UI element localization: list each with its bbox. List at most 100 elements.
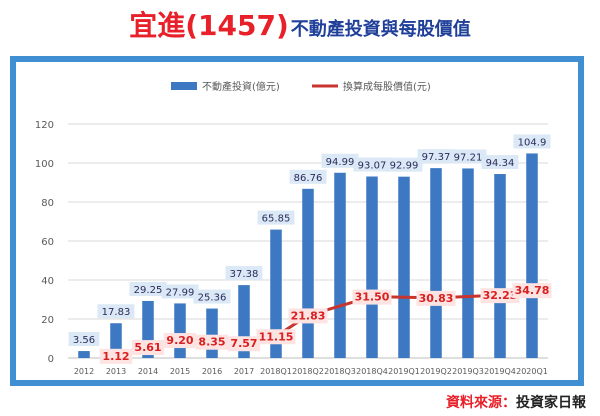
x-tick-label: 2019Q4 xyxy=(484,367,516,376)
bar-label-box xyxy=(481,155,519,170)
bar xyxy=(270,229,282,358)
title-company: 宜進(1457) xyxy=(129,9,289,42)
bar-label-box xyxy=(68,332,100,347)
legend-label-bar: 不動產投資(億元) xyxy=(202,80,280,93)
line-value-label: 32.23 xyxy=(483,289,518,302)
bar-label-box xyxy=(513,134,551,149)
bar-value-label: 37.38 xyxy=(230,269,259,280)
source-value: 投資家日報 xyxy=(516,395,586,411)
line-label-box xyxy=(227,336,261,352)
line-label-box xyxy=(288,308,328,324)
bar-value-label: 25.36 xyxy=(198,293,227,304)
bar xyxy=(462,168,474,358)
source-label: 資料來源： xyxy=(446,395,516,411)
bar-value-label: 94.34 xyxy=(486,158,515,169)
bar-value-label: 65.85 xyxy=(262,214,291,225)
bar-value-label: 104.9 xyxy=(518,137,547,148)
bar xyxy=(110,323,122,358)
bar xyxy=(174,303,186,358)
x-tick-label: 2019Q3 xyxy=(452,367,484,376)
y-tick-label: 20 xyxy=(41,315,54,326)
bar-label-box xyxy=(321,153,359,168)
line-value-label: 31.50 xyxy=(355,291,390,304)
line-label-box xyxy=(195,334,229,350)
bar xyxy=(430,168,442,358)
bar-value-label: 94.99 xyxy=(326,157,355,168)
y-tick-label: 100 xyxy=(35,159,54,170)
x-tick-label: 2016 xyxy=(202,367,222,376)
y-tick-label: 60 xyxy=(41,237,54,248)
line-label-box xyxy=(416,290,456,306)
line-label-box xyxy=(256,329,296,345)
bar-label-box xyxy=(449,149,487,164)
x-tick-label: 2019Q1 xyxy=(388,367,420,376)
bar-value-label: 3.56 xyxy=(73,335,95,346)
bar-label-box xyxy=(97,304,135,319)
bar-label-box xyxy=(417,149,455,164)
bar-value-label: 97.21 xyxy=(454,152,483,163)
legend-label-line: 換算成每股價值(元) xyxy=(343,80,431,93)
line-value-label: 30.83 xyxy=(419,292,454,305)
x-tick-label: 2015 xyxy=(170,367,190,376)
bar xyxy=(366,176,378,358)
y-tick-label: 0 xyxy=(48,354,54,365)
bar-label-box xyxy=(289,169,327,184)
line-label-box xyxy=(131,340,165,356)
line-label-box xyxy=(163,333,197,349)
bar-label-box xyxy=(161,284,199,299)
line-label-box xyxy=(99,348,133,364)
line-value-label: 7.57 xyxy=(230,337,257,350)
bar-value-label: 86.76 xyxy=(294,173,323,184)
bar xyxy=(142,300,154,358)
bar xyxy=(398,176,410,358)
bar-value-label: 92.99 xyxy=(390,161,419,172)
bar-label-box xyxy=(129,281,167,296)
y-tick-label: 120 xyxy=(35,120,54,131)
x-tick-label: 2012 xyxy=(74,367,94,376)
x-tick-label: 2019Q2 xyxy=(420,367,452,376)
bar-value-label: 27.99 xyxy=(166,287,195,298)
bar-value-label: 17.83 xyxy=(102,307,131,318)
bar-label-box xyxy=(193,289,231,304)
line-value-label: 21.83 xyxy=(291,309,326,322)
line-value-label: 34.78 xyxy=(515,284,550,297)
x-tick-label: 2017 xyxy=(234,367,254,376)
line-label-box xyxy=(480,288,520,304)
bar-label-box xyxy=(225,266,263,281)
y-tick-label: 80 xyxy=(41,198,54,209)
x-tick-label: 2013 xyxy=(106,367,126,376)
bar-value-label: 97.37 xyxy=(422,152,451,163)
source-note: 資料來源：投資家日報 xyxy=(446,392,586,412)
bar xyxy=(238,285,250,358)
chart-title: 宜進(1457) 不動產投資與每股價值 xyxy=(0,4,600,44)
bar-value-label: 93.07 xyxy=(358,161,387,172)
line-value-label: 5.61 xyxy=(134,341,161,354)
bar xyxy=(526,153,538,358)
bar-value-label: 29.25 xyxy=(134,285,163,296)
y-tick-label: 40 xyxy=(41,276,54,287)
line-label-box xyxy=(352,289,392,305)
chart-frame: 0 20 40 60 80 100 120 2012 2013 2014 2015 2016 2017 2… xyxy=(10,56,584,386)
x-tick-label: 2018Q2 xyxy=(292,367,324,376)
bar xyxy=(206,308,218,358)
line-value-label: 9.20 xyxy=(166,334,193,347)
x-tick-label: 2014 xyxy=(138,367,158,376)
x-tick-label: 2020Q1 xyxy=(516,367,548,376)
line-value-label: 1.12 xyxy=(102,350,129,363)
bar xyxy=(78,351,90,358)
bar-label-box xyxy=(257,210,295,225)
bar xyxy=(334,172,346,358)
chart: 0 20 40 60 80 100 120 2012 2013 2014 2015 2016 2017 2… xyxy=(35,80,552,376)
line-label-box xyxy=(512,283,552,299)
x-tick-label: 2018Q1 xyxy=(260,367,292,376)
bar xyxy=(494,174,506,358)
bar xyxy=(302,188,314,358)
bar-label-box xyxy=(385,157,423,172)
legend-swatch-bar xyxy=(171,82,197,90)
x-tick-label: 2018Q3 xyxy=(324,367,356,376)
line-value-label: 8.35 xyxy=(198,336,225,349)
title-subject: 不動產投資與每股價值 xyxy=(290,19,471,40)
bar-label-box xyxy=(353,157,391,172)
line-value-label: 11.15 xyxy=(259,330,294,343)
x-tick-label: 2018Q4 xyxy=(356,367,388,376)
